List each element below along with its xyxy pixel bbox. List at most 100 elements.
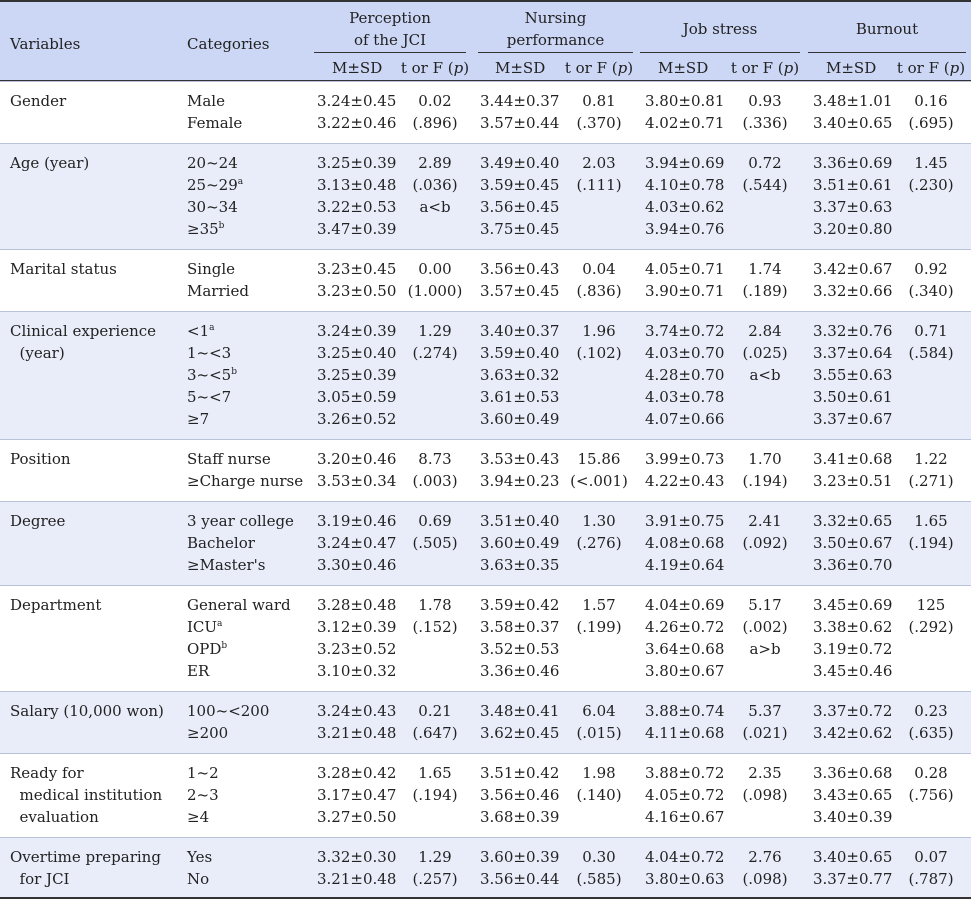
mean-sd-value: 4.05±0.72	[645, 786, 725, 804]
category-label: 25~29a	[187, 176, 244, 194]
mean-sd-value: 3.40±0.39	[813, 808, 893, 826]
variable-cell: Ready for medical institution evaluation	[10, 762, 162, 828]
category-label: General ward	[187, 596, 291, 614]
mean-sd-value: 3.25±0.39	[317, 154, 397, 172]
variable-label: Ready for	[10, 764, 84, 782]
mean-sd-value: 3.59±0.45	[480, 176, 560, 194]
stat-cell: 2.84 (.025) a<b	[726, 320, 804, 386]
mean-sd-cell: 3.40±0.37 3.59±0.40 3.63±0.32 3.61±0.53 3.60…	[480, 320, 559, 430]
mean-sd-cell: 3.32±0.65 3.50±0.67 3.36±0.70	[813, 510, 892, 576]
variable-label: evaluation	[10, 808, 99, 826]
category-label: ≥Master's	[187, 556, 266, 574]
mean-sd-value: 3.36±0.69	[813, 154, 893, 172]
stat-cell: 1.65 (.194)	[892, 510, 970, 554]
mean-sd-cell: 3.48±0.41 3.62±0.45	[480, 700, 559, 744]
category-cell: Male Female	[187, 90, 242, 134]
stat-cell: 0.92 (.340)	[892, 258, 970, 302]
mean-sd-cell: 3.53±0.43 3.94±0.23	[480, 448, 559, 492]
table-row: Age (year) 20~24 25~29a 30~34 ≥35b 3.25±0.39 3…	[0, 143, 971, 249]
stat-value: 0.02	[418, 92, 452, 110]
stat-cell: 0.04 (.836)	[560, 258, 638, 302]
stat-value: 0.81	[582, 92, 616, 110]
variable-cell: Overtime preparing for JCI	[10, 846, 161, 890]
mean-sd-value: 3.28±0.42	[317, 764, 397, 782]
mean-sd-value: 4.03±0.62	[645, 198, 725, 216]
variable-cell: Clinical experience (year)	[10, 320, 156, 364]
mean-sd-value: 4.11±0.68	[645, 724, 725, 742]
mean-sd-value: 4.03±0.70	[645, 344, 725, 362]
mean-sd-value: 3.42±0.67	[813, 260, 893, 278]
header-variables: Variables	[10, 35, 81, 53]
category-label: 2~3	[187, 786, 219, 804]
mean-sd-cell: 3.44±0.37 3.57±0.44	[480, 90, 559, 134]
mean-sd-value: 3.94±0.23	[480, 472, 560, 490]
mean-sd-value: 3.59±0.40	[480, 344, 560, 362]
stat-value: (.152)	[412, 618, 458, 636]
stat-value: 1.29	[418, 848, 452, 866]
mean-sd-value: 3.26±0.52	[317, 410, 397, 428]
category-label: 5~<7	[187, 388, 232, 406]
mean-sd-value: 4.05±0.71	[645, 260, 725, 278]
variable-label: (year)	[10, 344, 65, 362]
category-cell: <1a 1~<3 3~<5b 5~<7 ≥7	[187, 320, 237, 430]
table-row: Overtime preparing for JCI Yes No 3.32±0.30…	[0, 837, 971, 899]
mean-sd-cell: 3.91±0.75 4.08±0.68 4.19±0.64	[645, 510, 724, 576]
variable-cell: Department	[10, 594, 101, 616]
category-label: Male	[187, 92, 225, 110]
category-superscript: b	[218, 221, 225, 231]
stat-value: (.015)	[576, 724, 622, 742]
mean-sd-value: 3.52±0.53	[480, 640, 560, 658]
mean-sd-value: 3.32±0.65	[813, 512, 893, 530]
stat-cell: 8.73 (.003)	[396, 448, 474, 492]
variable-label: Position	[10, 450, 71, 468]
header-group-burnout: Burnout	[855, 20, 919, 38]
mean-sd-cell: 4.05±0.71 3.90±0.71	[645, 258, 724, 302]
category-label: 3 year college	[187, 512, 294, 530]
table-row: Degree 3 year college Bachelor ≥Master's 3.1…	[0, 501, 971, 585]
stat-value: (.092)	[742, 534, 788, 552]
mean-sd-value: 3.61±0.53	[480, 388, 560, 406]
category-cell: 20~24 25~29a 30~34 ≥35b	[187, 152, 243, 240]
stat-value: 5.37	[748, 702, 782, 720]
category-label: 30~34	[187, 198, 238, 216]
mean-sd-value: 3.12±0.39	[317, 618, 397, 636]
mean-sd-cell: 3.20±0.46 3.53±0.34	[317, 448, 396, 492]
mean-sd-value: 3.28±0.48	[317, 596, 397, 614]
mean-sd-value: 3.63±0.32	[480, 366, 560, 384]
header-rule	[640, 52, 800, 53]
mean-sd-value: 3.88±0.74	[645, 702, 725, 720]
mean-sd-value: 3.45±0.46	[813, 662, 893, 680]
mean-sd-value: 3.68±0.39	[480, 808, 560, 826]
mean-sd-value: 3.24±0.47	[317, 534, 397, 552]
stat-value: 2.84	[748, 322, 782, 340]
stat-value: (.194)	[908, 534, 954, 552]
stat-cell: 0.00 (1.000)	[396, 258, 474, 302]
mean-sd-value: 3.56±0.43	[480, 260, 560, 278]
variable-cell: Degree	[10, 510, 65, 532]
stat-cell: 125 (.292)	[892, 594, 970, 638]
stat-value: 15.86	[577, 450, 621, 468]
stat-cell: 1.57 (.199)	[560, 594, 638, 638]
mean-sd-value: 3.24±0.43	[317, 702, 397, 720]
stat-value: 1.22	[914, 450, 948, 468]
category-cell: 100~<200 ≥200	[187, 700, 269, 744]
mean-sd-value: 4.07±0.66	[645, 410, 725, 428]
mean-sd-value: 3.63±0.35	[480, 556, 560, 574]
variable-cell: Age (year)	[10, 152, 89, 174]
header-rule	[478, 52, 633, 53]
stat-value: a<b	[419, 198, 451, 216]
stat-value: (.276)	[576, 534, 622, 552]
mean-sd-value: 3.48±0.41	[480, 702, 560, 720]
stat-value: 1.70	[748, 450, 782, 468]
stat-value: 5.17	[748, 596, 782, 614]
mean-sd-value: 3.30±0.46	[317, 556, 397, 574]
mean-sd-value: 3.55±0.63	[813, 366, 893, 384]
stat-value: 0.07	[914, 848, 948, 866]
stat-value: (.189)	[742, 282, 788, 300]
category-label: 100~<200	[187, 702, 270, 720]
stat-value: (.111)	[576, 176, 622, 194]
mean-sd-value: 3.75±0.45	[480, 220, 560, 238]
mean-sd-value: 3.51±0.42	[480, 764, 560, 782]
stat-value: 2.76	[748, 848, 782, 866]
mean-sd-value: 3.37±0.72	[813, 702, 893, 720]
